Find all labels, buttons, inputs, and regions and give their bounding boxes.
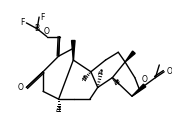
Text: O: O — [18, 83, 23, 92]
Text: H: H — [98, 71, 103, 76]
Text: F: F — [20, 18, 24, 27]
Text: O: O — [44, 27, 50, 36]
Text: O: O — [142, 76, 148, 84]
Text: O: O — [166, 67, 172, 76]
Text: H: H — [115, 81, 120, 86]
Text: F: F — [40, 12, 44, 22]
Text: H: H — [82, 77, 86, 82]
Polygon shape — [125, 51, 135, 62]
Polygon shape — [132, 84, 146, 96]
Text: H: H — [56, 108, 61, 113]
Polygon shape — [72, 40, 75, 60]
Text: B: B — [35, 24, 40, 33]
